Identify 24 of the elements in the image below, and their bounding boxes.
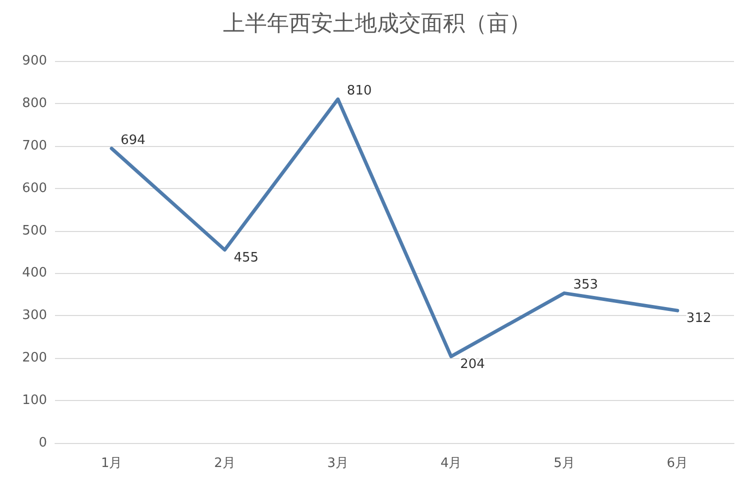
y-tick-label: 100 xyxy=(22,393,47,408)
y-tick-label: 200 xyxy=(22,350,47,366)
x-tick-label: 1月 xyxy=(100,456,122,471)
y-tick-label: 800 xyxy=(22,96,47,111)
data-label: 455 xyxy=(234,250,259,266)
y-tick-label: 500 xyxy=(22,223,47,238)
y-tick-label: 900 xyxy=(22,54,47,68)
x-tick-label: 2月 xyxy=(214,456,236,471)
x-tick-label: 3月 xyxy=(327,456,349,471)
line-series xyxy=(110,97,680,358)
data-label: 312 xyxy=(686,311,712,326)
x-tick-label: 4月 xyxy=(440,456,462,471)
y-tick-label: 0 xyxy=(38,436,47,450)
data-label: 810 xyxy=(346,84,372,99)
x-tick-label: 6月 xyxy=(666,456,688,471)
y-tick-label: 700 xyxy=(22,138,47,154)
data-label: 353 xyxy=(573,278,598,293)
y-tick-label: 600 xyxy=(22,180,47,196)
data-label: 204 xyxy=(460,356,485,372)
x-tick-label: 5月 xyxy=(554,456,575,471)
y-tick-label: 400 xyxy=(22,266,47,281)
chart-title: 上半年西安土地成交面积（亩） xyxy=(223,12,531,36)
y-tick-label: 300 xyxy=(22,308,47,324)
data-label: 694 xyxy=(120,132,146,148)
